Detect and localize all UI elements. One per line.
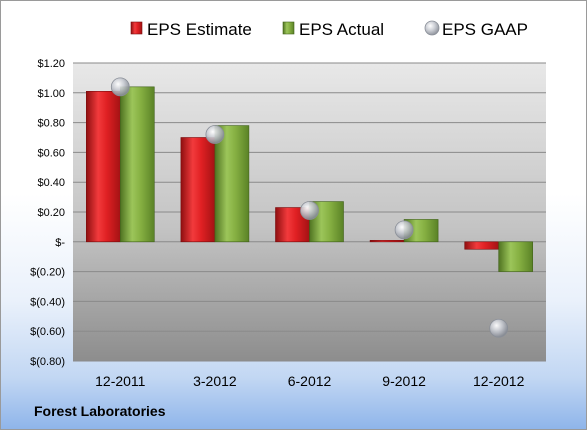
y-tick-label: $1.20: [37, 58, 65, 70]
bars-layer: [86, 86, 534, 272]
x-category-label: 12-2011: [95, 373, 146, 389]
legend-label: EPS GAAP: [442, 20, 528, 39]
marker-eps-gaap: [110, 77, 130, 97]
legend-label: EPS Estimate: [147, 20, 252, 39]
marker-eps-gaap: [489, 318, 509, 338]
x-category-label: 12-2012: [473, 373, 525, 389]
y-tick-label: $0.20: [37, 207, 65, 219]
gaap-markers-layer: [110, 77, 509, 338]
bar-eps-estimate: [86, 91, 121, 243]
bar-eps-estimate: [180, 137, 216, 243]
company-label: Forest Laboratories: [34, 403, 166, 419]
bar-eps-estimate: [369, 240, 405, 243]
bar-eps-actual: [498, 241, 534, 272]
y-tick-label: $(0.60): [30, 326, 65, 338]
y-tick-label: $(0.20): [30, 267, 65, 279]
legend-swatch-estimate: [130, 21, 143, 35]
y-tick-label: $(0.40): [30, 296, 65, 308]
legend-swatch-gaap: [424, 20, 440, 36]
marker-eps-gaap: [205, 125, 225, 144]
y-tick-label: $1.00: [37, 88, 65, 100]
y-tick-label: $0.80: [37, 118, 65, 130]
x-category-label: 3-2012: [193, 373, 237, 389]
x-axis-category-labels: 12-2011 3-2012 6-2012 9-2012 12-2012: [95, 373, 524, 389]
bar-eps-actual: [214, 125, 250, 243]
y-tick-label: $(0.80): [30, 356, 65, 368]
y-tick-label: $-: [55, 237, 65, 249]
marker-eps-gaap: [394, 220, 414, 240]
y-tick-label: $0.60: [37, 147, 65, 159]
y-tick-label: $0.40: [37, 177, 65, 189]
x-category-label: 6-2012: [288, 373, 332, 389]
x-category-label: 9-2012: [382, 373, 426, 389]
y-axis-tick-labels: $1.20 $1.00 $0.80 $0.60 $0.40 $0.20 $- $(0.20) $…: [30, 58, 65, 368]
legend: EPS Estimate EPS Actual EPS GAAP: [130, 20, 528, 39]
bar-eps-estimate: [464, 241, 500, 250]
bar-eps-actual: [120, 86, 155, 243]
marker-eps-gaap: [300, 201, 319, 220]
legend-label: EPS Actual: [299, 20, 384, 39]
legend-swatch-actual: [282, 21, 295, 35]
